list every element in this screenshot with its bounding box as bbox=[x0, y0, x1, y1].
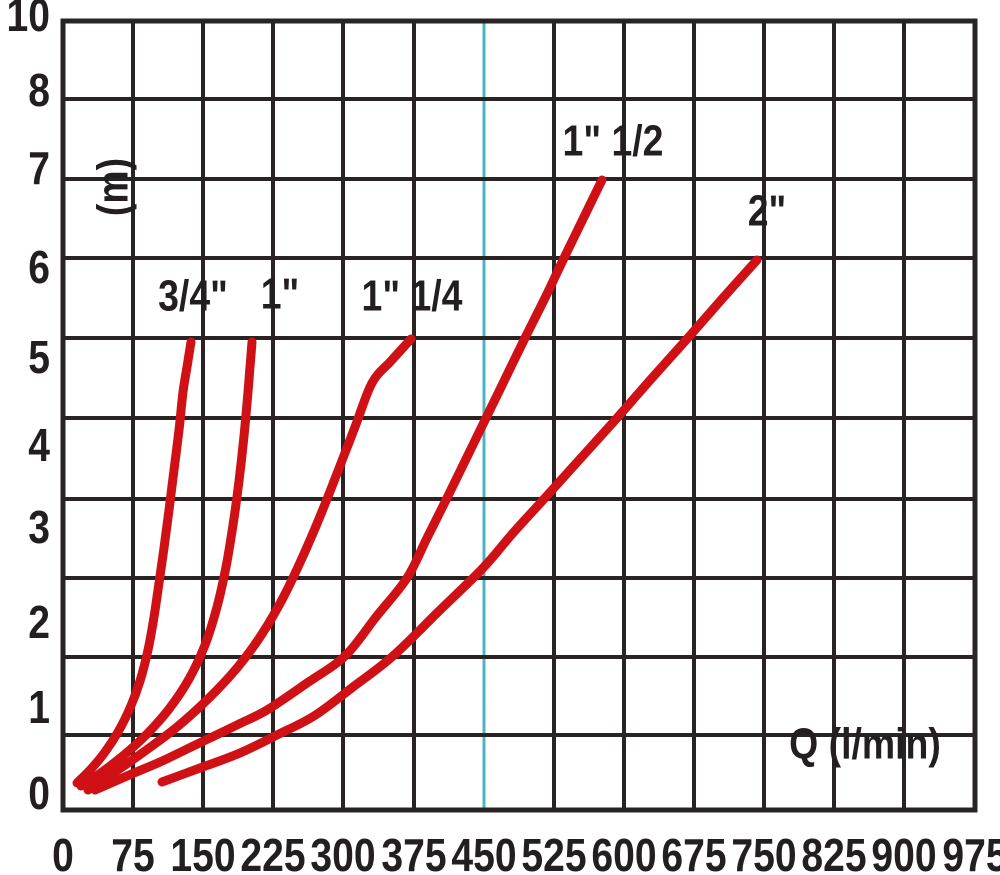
x-tick-label: 750 bbox=[731, 830, 796, 875]
curve-2-inch bbox=[157, 255, 762, 787]
x-tick-label: 900 bbox=[871, 830, 936, 875]
x-tick-label: 375 bbox=[381, 830, 446, 875]
y-tick-label: 0 bbox=[28, 768, 50, 820]
x-tick-label: 0 bbox=[52, 830, 74, 875]
curve-1-inch bbox=[76, 337, 257, 791]
x-tick-label: 525 bbox=[521, 830, 586, 875]
plot-border bbox=[60, 18, 978, 813]
curve-3-4-inch bbox=[72, 337, 196, 788]
y-tick-label: 1 bbox=[28, 682, 50, 734]
y-tick-label: 10 bbox=[7, 0, 50, 42]
x-tick-label: 975 bbox=[942, 830, 1000, 875]
x-tick-label: 75 bbox=[111, 830, 154, 875]
curve-label-1-inch: 1" bbox=[261, 269, 300, 319]
x-tick-label: 150 bbox=[170, 830, 235, 875]
y-tick-label: 2 bbox=[28, 597, 50, 649]
y-tick-label: 3 bbox=[28, 502, 50, 554]
curve-label-1-1-4-inch: 1" 1/4 bbox=[362, 271, 463, 321]
x-tick-label: 600 bbox=[591, 830, 656, 875]
x-tick-label: 450 bbox=[451, 830, 516, 875]
y-tick-label: 7 bbox=[28, 143, 50, 195]
x-tick-label: 225 bbox=[240, 830, 305, 875]
curve-label-2-inch: 2" bbox=[748, 186, 787, 236]
x-tick-label: 300 bbox=[310, 830, 375, 875]
y-axis-title: (m) bbox=[88, 158, 138, 216]
x-axis-title: Q (l/min) bbox=[789, 719, 941, 769]
y-tick-label: 6 bbox=[28, 242, 50, 294]
curve-label-1-1-2-inch: 1" 1/2 bbox=[563, 116, 664, 166]
x-tick-label: 675 bbox=[661, 830, 726, 875]
y-tick-label: 5 bbox=[28, 332, 50, 384]
y-tick-label: 4 bbox=[28, 420, 50, 472]
x-tick-label: 825 bbox=[801, 830, 866, 875]
y-tick-label: 8 bbox=[28, 65, 50, 117]
curve-label-3-4-inch: 3/4" bbox=[158, 271, 228, 321]
curve-1-1-2-inch bbox=[90, 175, 607, 795]
curve-1-1-4-inch bbox=[83, 334, 416, 795]
